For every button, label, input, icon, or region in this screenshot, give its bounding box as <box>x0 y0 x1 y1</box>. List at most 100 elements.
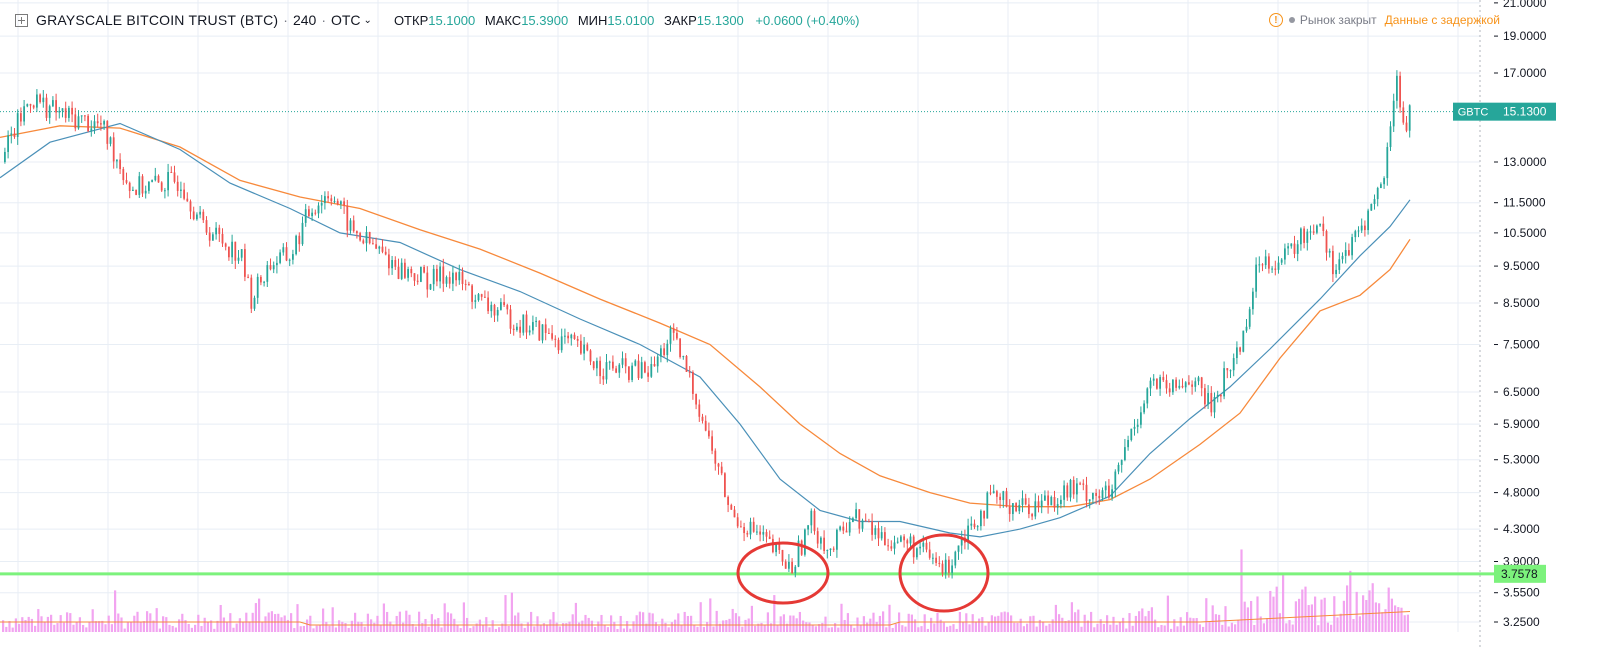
candle-body <box>628 366 630 380</box>
candle-body <box>148 181 150 191</box>
candle-body <box>471 285 473 302</box>
candle-body <box>426 272 429 290</box>
candle-body <box>173 172 176 182</box>
candle-body <box>925 542 928 550</box>
volume-bar <box>1342 600 1345 632</box>
candle-body <box>1344 250 1347 256</box>
close-label: ЗАКР <box>664 12 697 28</box>
candle-body <box>122 169 125 181</box>
candle-body <box>1405 122 1408 131</box>
volume-bar <box>1339 613 1342 632</box>
candle-body <box>640 362 643 379</box>
volume-bar <box>398 611 401 632</box>
candle-body <box>420 266 422 282</box>
volume-bar <box>600 614 603 632</box>
volume-bar <box>949 625 952 632</box>
volume-bar <box>370 619 373 632</box>
candle-body <box>1021 498 1024 505</box>
volume-bar <box>648 612 651 632</box>
candle-body <box>752 521 755 532</box>
candle-body <box>836 529 838 550</box>
candle-body <box>100 123 102 125</box>
volume-bar <box>530 611 533 632</box>
volume-bar <box>328 625 331 632</box>
volume-bar <box>1205 598 1208 632</box>
candle-body <box>1168 388 1171 393</box>
candle-body <box>573 334 576 339</box>
candle-body <box>1053 497 1056 508</box>
volume-bar <box>24 620 27 632</box>
volume-bar <box>11 627 14 632</box>
candle-body <box>1306 231 1309 243</box>
candle-body <box>423 266 425 273</box>
candle-body <box>1351 237 1353 256</box>
volume-bar <box>642 612 645 632</box>
volume-bar <box>264 616 267 632</box>
candle-body <box>855 509 857 519</box>
chevron-down-icon[interactable]: ⌄ <box>363 14 372 26</box>
volume-bar <box>338 620 341 632</box>
candle-body <box>1252 291 1254 310</box>
interval-label[interactable]: 240 <box>292 12 317 28</box>
candle-body <box>570 334 573 339</box>
volume-bar <box>222 617 225 632</box>
candle-body <box>77 116 80 129</box>
volume-bar <box>1048 623 1051 632</box>
volume-bar <box>155 608 158 632</box>
volume-bar <box>552 612 555 632</box>
volume-bar <box>568 621 571 632</box>
price-axis[interactable]: 21.0000 19.0000 17.0000 13.0000 11.5000 10.50… <box>1453 0 1612 650</box>
candle-body <box>167 172 169 191</box>
volume-bar <box>773 595 776 632</box>
candle-body <box>877 528 880 539</box>
candle-body <box>32 105 35 108</box>
candle-body <box>365 231 368 244</box>
close-value: 15.1300 <box>696 12 744 28</box>
candle-body <box>820 537 822 544</box>
volume-bar <box>1122 617 1125 632</box>
candle-body <box>36 94 38 108</box>
delayed-data-label[interactable]: Данные с задержкой <box>1384 13 1500 27</box>
candle-body <box>586 344 589 351</box>
volume-bar <box>1102 623 1105 632</box>
volume-bar <box>456 624 459 632</box>
volume-bar <box>1035 626 1038 632</box>
volume-bar <box>232 627 235 632</box>
candle-body <box>1316 225 1318 233</box>
candle-body <box>1191 384 1193 387</box>
symbol-title[interactable]: GRAYSCALE BITCOIN TRUST (BTC) <box>36 12 279 28</box>
axis-tick-label: 21.0000 <box>1503 0 1547 10</box>
add-symbol-icon[interactable] <box>15 13 28 27</box>
last-price-value: 15.1300 <box>1503 105 1547 119</box>
candle-body <box>1066 485 1069 498</box>
volume-bar <box>242 622 245 632</box>
candle-body <box>1098 495 1101 499</box>
candle-body <box>240 249 243 258</box>
candle-body <box>759 531 761 535</box>
candle-body <box>996 491 998 497</box>
volume-bar <box>888 604 891 632</box>
candle-body <box>845 530 848 533</box>
candle-body <box>621 358 624 365</box>
candle-body <box>269 265 272 270</box>
candle-body <box>829 548 832 550</box>
candle-body <box>202 211 205 221</box>
candle-body <box>567 335 569 339</box>
warning-icon[interactable]: ! <box>1268 13 1283 27</box>
candle-body <box>1236 347 1238 359</box>
volume-bar <box>565 623 568 632</box>
volume-bar <box>891 627 894 632</box>
candle-body <box>48 106 51 118</box>
volume-bar <box>1192 618 1195 632</box>
exchange-label[interactable]: OTC <box>330 12 361 28</box>
candle-body <box>432 268 435 285</box>
candle-body <box>1136 424 1139 427</box>
volume-bar <box>1106 615 1109 632</box>
candle-body <box>1072 479 1075 495</box>
volume-bar <box>731 608 734 632</box>
candle-body <box>304 209 307 223</box>
candle-body <box>919 546 921 549</box>
volume-bar <box>1144 616 1147 632</box>
volume-bar <box>34 625 37 632</box>
